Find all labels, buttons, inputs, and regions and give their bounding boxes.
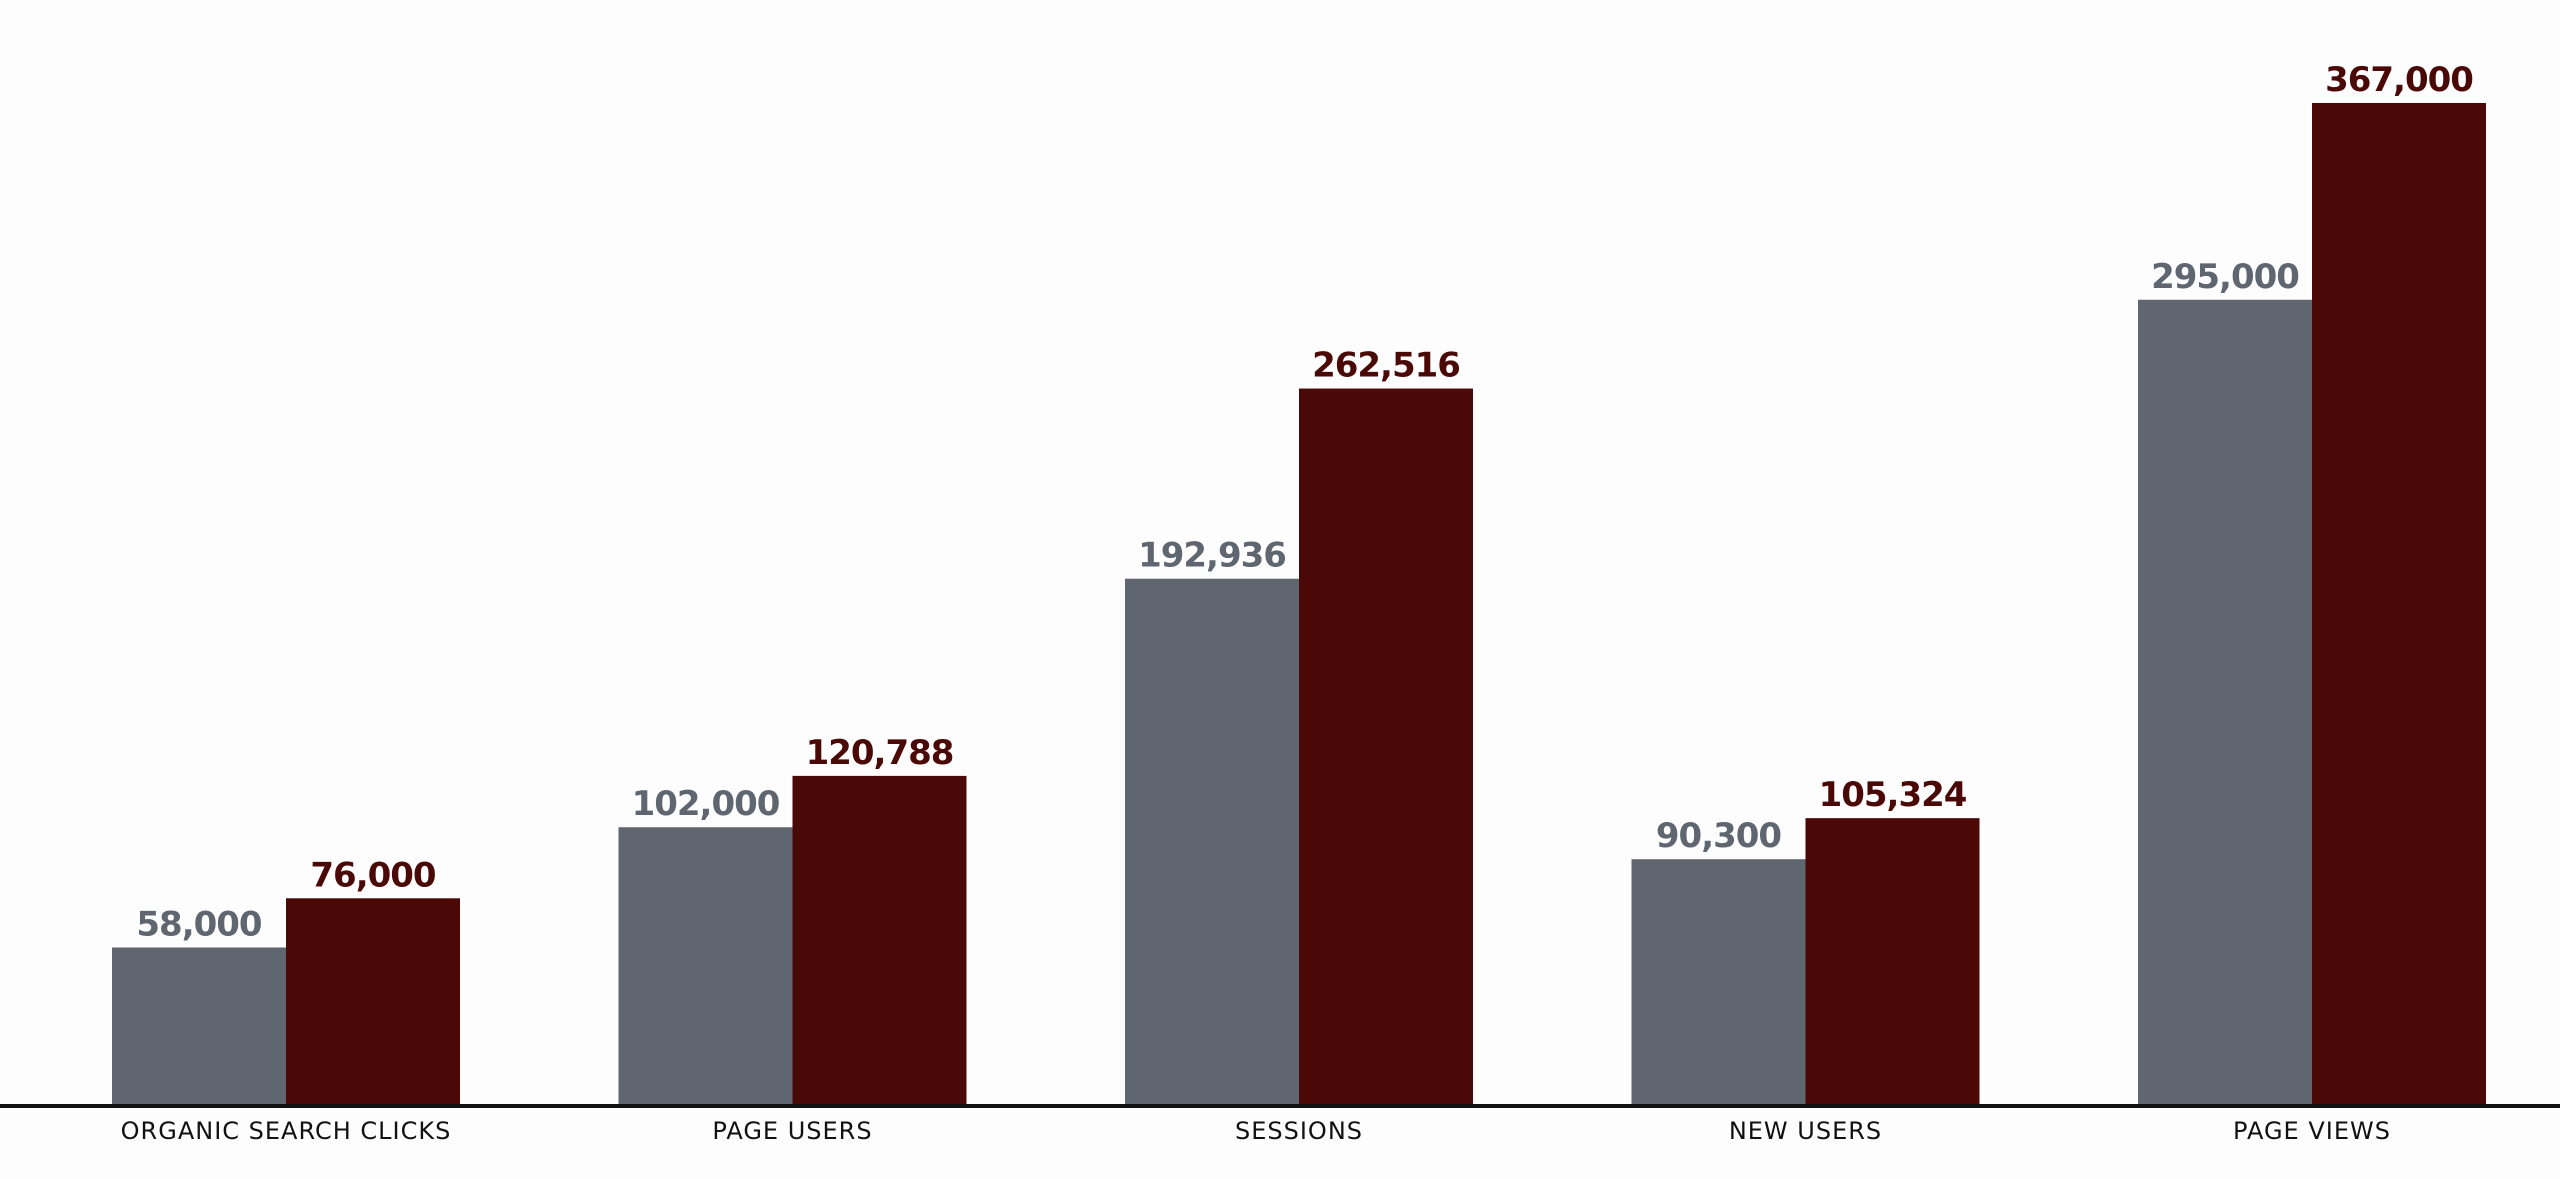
bar-series2-0	[286, 898, 460, 1106]
value-label-series1-1: 102,000	[632, 784, 780, 824]
value-label-series1-3: 90,300	[1656, 816, 1782, 856]
bar-series1-1	[618, 827, 793, 1106]
value-label-series1-4: 295,000	[2151, 257, 2299, 297]
bar-series2-2	[1299, 388, 1473, 1106]
category-label-0: ORGANIC SEARCH CLICKS	[121, 1117, 452, 1145]
bar-series2-4	[2312, 103, 2486, 1106]
bar-series2-3	[1805, 818, 1980, 1106]
value-labels-layer: 58,000 76,000 102,000 120,788 192,936 262,516…	[136, 60, 2474, 944]
value-label-series2-4: 367,000	[2325, 60, 2473, 100]
bar-series1-2	[1125, 578, 1299, 1106]
bar-series1-4	[2138, 299, 2312, 1107]
value-label-series1-2: 192,936	[1138, 536, 1286, 576]
bars-layer	[112, 103, 2486, 1107]
category-label-3: NEW USERS	[1729, 1117, 1882, 1145]
bar-series2-1	[792, 775, 967, 1106]
bar-series1-3	[1631, 859, 1806, 1106]
value-label-series2-0: 76,000	[310, 855, 436, 895]
category-label-2: SESSIONS	[1235, 1117, 1363, 1145]
value-label-series2-2: 262,516	[1312, 346, 1460, 386]
category-label-4: PAGE VIEWS	[2233, 1117, 2391, 1145]
value-label-series1-0: 58,000	[136, 904, 262, 944]
bar-series1-0	[112, 947, 286, 1106]
category-label-1: PAGE USERS	[712, 1117, 872, 1145]
category-labels-layer: ORGANIC SEARCH CLICKS PAGE USERS SESSIONS N…	[121, 1117, 2391, 1145]
value-label-series2-3: 105,324	[1819, 775, 1967, 815]
value-label-series2-1: 120,788	[806, 733, 954, 773]
